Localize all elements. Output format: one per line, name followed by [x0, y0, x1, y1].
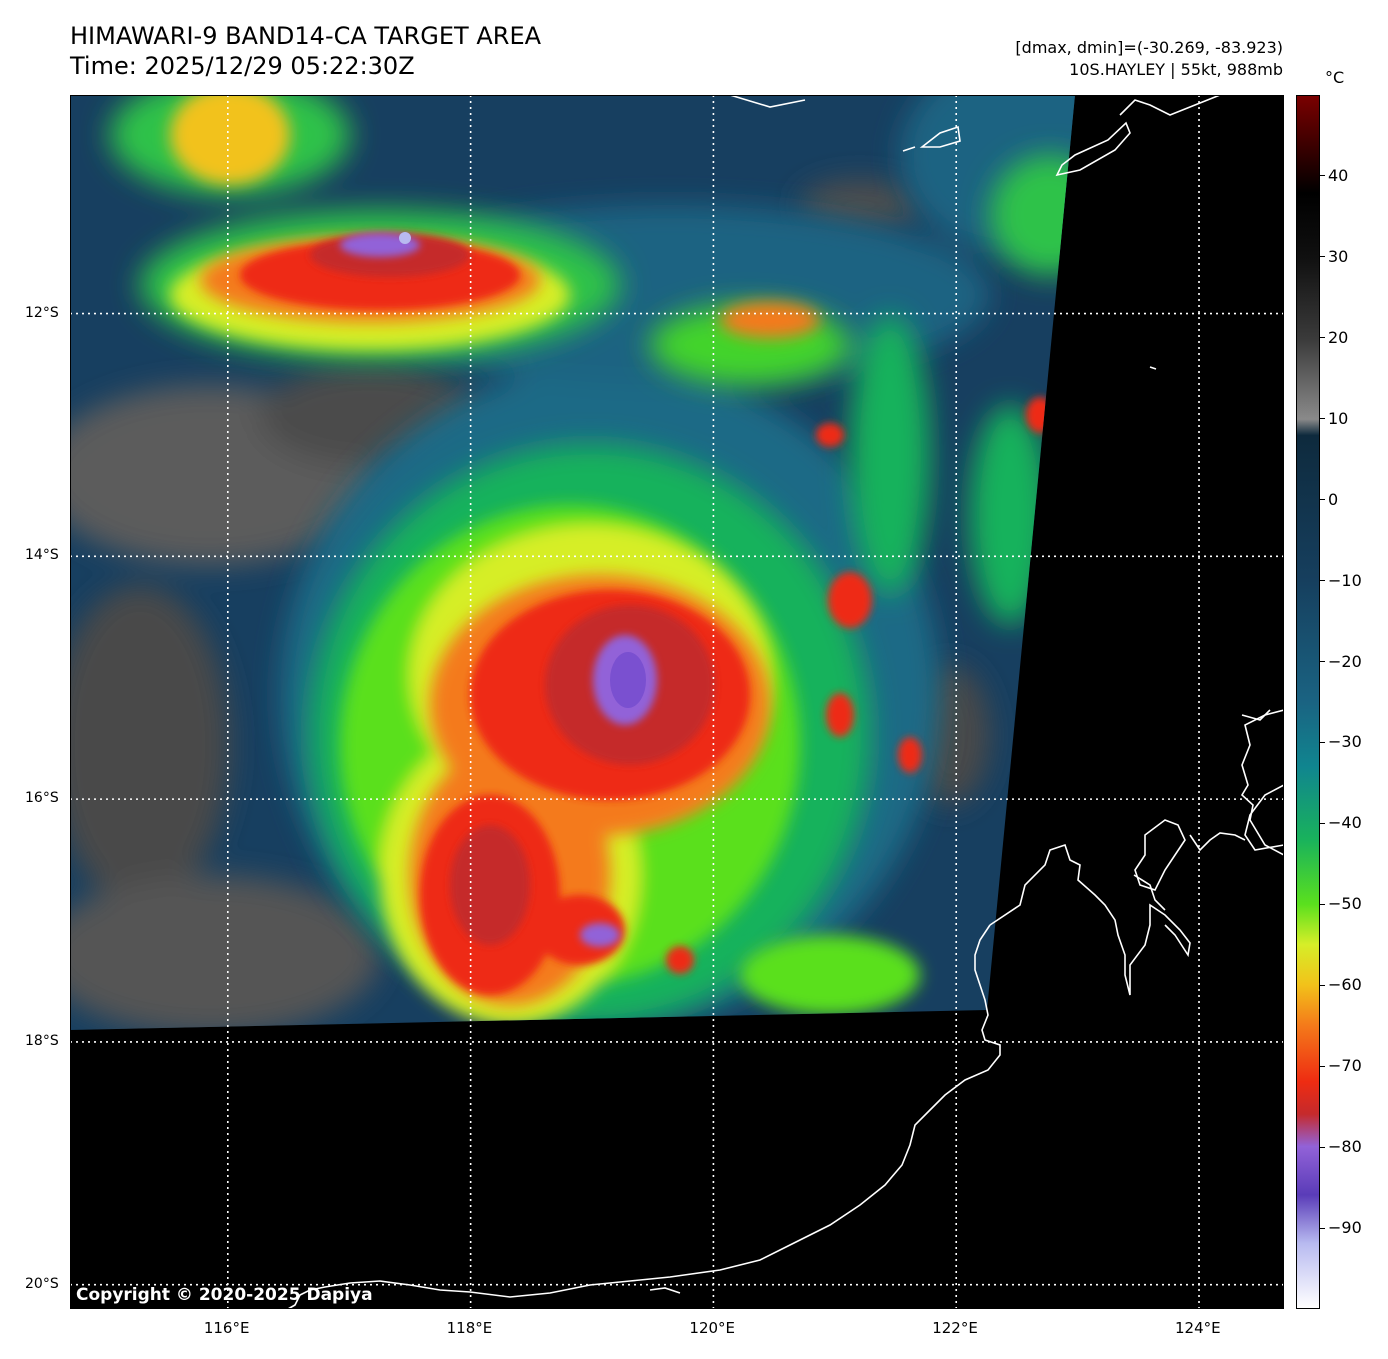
colorbar-tick-label: −40	[1328, 813, 1362, 833]
copyright-text: Copyright © 2020-2025 Dapiya	[76, 1285, 373, 1305]
colorbar-tick-mark	[1320, 580, 1325, 582]
colorbar-tick-label: −50	[1328, 894, 1362, 914]
colorbar-tick-mark	[1320, 661, 1325, 663]
infrared-imagery	[70, 95, 1075, 1030]
satellite-map: Copyright © 2020-2025 Dapiya	[70, 95, 1284, 1309]
colorbar-tick-label: −10	[1328, 570, 1362, 590]
latitude-tick-label: 12°S	[25, 304, 59, 321]
colorbar-tick-mark	[1320, 256, 1325, 258]
longitude-tick-label: 124°E	[1175, 1319, 1221, 1337]
figure-timestamp: Time: 2025/12/29 05:22:30Z	[70, 52, 415, 80]
colorbar-tick-label: 30	[1328, 246, 1349, 266]
colorbar-tick-label: −30	[1328, 732, 1362, 752]
colorbar-tick-mark	[1320, 175, 1325, 177]
figure-title: HIMAWARI-9 BAND14-CA TARGET AREA	[70, 22, 542, 50]
colorbar-tick-label: 40	[1328, 165, 1349, 185]
colorbar-tick-mark	[1320, 418, 1325, 420]
colorbar-tick-label: 20	[1328, 327, 1349, 347]
colorbar-unit: °C	[1325, 68, 1345, 87]
longitude-tick-label: 118°E	[446, 1319, 493, 1337]
colorbar-tick-mark	[1320, 984, 1325, 986]
colorbar-tick-mark	[1320, 903, 1325, 905]
coastline	[287, 95, 1284, 1309]
colorbar-tick-mark	[1320, 822, 1325, 824]
colorbar-tick-mark	[1320, 337, 1325, 339]
colorbar-tick-label: −20	[1328, 651, 1362, 671]
colorbar-tick-mark	[1320, 741, 1325, 743]
storm-info: 10S.HAYLEY | 55kt, 988mb	[1069, 60, 1283, 79]
longitude-tick-label: 122°E	[932, 1319, 978, 1337]
colorbar-tick-label: −70	[1328, 1056, 1362, 1076]
colorbar	[1296, 95, 1320, 1309]
colorbar-tick-label: 10	[1328, 408, 1349, 428]
colorbar-tick-label: −60	[1328, 975, 1362, 995]
colorbar-tick-label: −90	[1328, 1218, 1362, 1238]
colorbar-tick-mark	[1320, 1065, 1325, 1067]
longitude-tick-label: 116°E	[203, 1319, 250, 1337]
temperature-range-readout: [dmax, dmin]=(-30.269, -83.923)	[1015, 38, 1283, 57]
latitude-tick-label: 18°S	[25, 1032, 59, 1049]
colorbar-tick-mark	[1320, 1227, 1325, 1229]
longitude-tick-label: 120°E	[689, 1319, 736, 1337]
latitude-tick-label: 14°S	[25, 547, 59, 564]
graticule	[70, 95, 1284, 1309]
colorbar-tick-mark	[1320, 499, 1325, 501]
colorbar-tick-label: −80	[1328, 1137, 1362, 1157]
latitude-tick-label: 16°S	[25, 790, 59, 807]
colorbar-tick-mark	[1320, 1146, 1325, 1148]
latitude-tick-label: 20°S	[25, 1275, 59, 1292]
colorbar-tick-label: 0	[1328, 489, 1339, 509]
